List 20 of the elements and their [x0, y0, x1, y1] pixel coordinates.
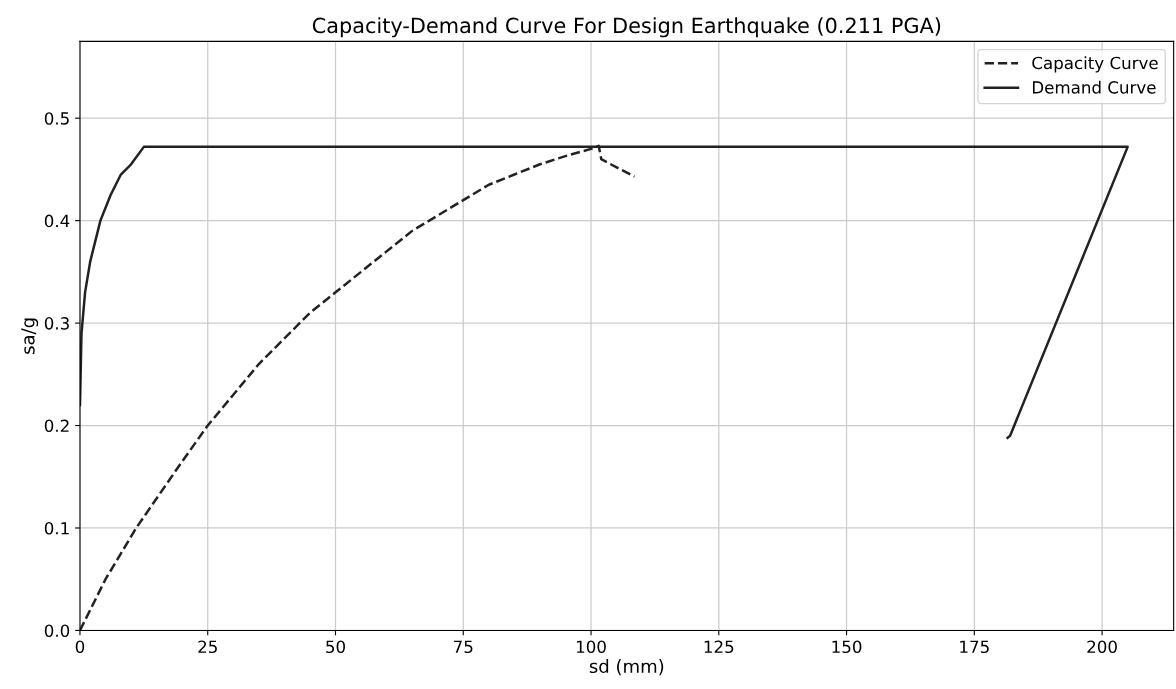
x-tick-label: 50: [326, 640, 345, 654]
y-tick-label: 0.5: [44, 112, 69, 125]
x-tick-label: 75: [454, 640, 473, 654]
y-tick-label: 0.2: [44, 419, 69, 433]
legend-label: Capacity Curve: [1032, 56, 1158, 73]
x-tick-label: 175: [960, 640, 989, 654]
x-axis-title: sd (mm): [589, 659, 664, 676]
x-tick-label: 100: [576, 640, 606, 654]
y-axis-title: sa/g: [21, 318, 39, 354]
x-tick-label: 0: [75, 640, 85, 654]
y-tick-label: 0.1: [44, 521, 69, 535]
y-tick-label: 0.4: [44, 214, 70, 228]
legend-label: Demand Curve: [1032, 80, 1156, 94]
chart-title: Capacity-Demand Curve For Design Earthquake (0.211 PGA): [312, 17, 941, 38]
x-tick-label: 150: [832, 640, 862, 654]
y-tick-label: 0.0: [44, 624, 70, 637]
x-tick-label: 125: [704, 640, 734, 654]
x-tick-label: 200: [1087, 640, 1117, 654]
y-tick-label: 0.3: [44, 317, 69, 330]
x-tick-label: 25: [198, 640, 217, 654]
